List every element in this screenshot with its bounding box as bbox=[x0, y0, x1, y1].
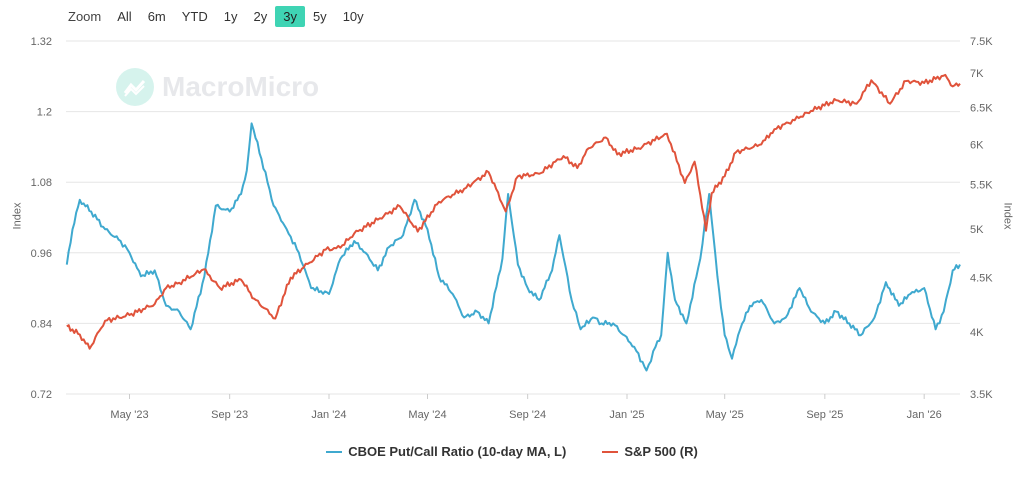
y-right-tick-label: 3.5K bbox=[970, 389, 993, 401]
zoom-label: Zoom bbox=[68, 9, 102, 24]
legend-swatch bbox=[602, 450, 619, 453]
legend-label: S&P 500 (R) bbox=[624, 444, 698, 459]
y-left-tick-label: 1.32 bbox=[31, 36, 52, 48]
x-tick-label: Jan '24 bbox=[311, 409, 346, 421]
legend-item-spx[interactable]: S&P 500 (R) bbox=[602, 444, 698, 459]
range-1y-button[interactable]: 1y bbox=[223, 9, 238, 24]
legend: CBOE Put/Call Ratio (10-day MA, L) S&P 5… bbox=[0, 444, 1024, 459]
range-2y-button[interactable]: 2y bbox=[253, 9, 268, 24]
sp500-line bbox=[66, 73, 961, 350]
legend-label: CBOE Put/Call Ratio (10-day MA, L) bbox=[348, 444, 567, 459]
macromicro-logo-icon bbox=[116, 68, 154, 106]
y-right-tick-label: 7K bbox=[970, 68, 984, 80]
x-tick-label: May '25 bbox=[706, 409, 744, 421]
y-right-tick-label: 4.5K bbox=[970, 273, 993, 285]
range-6m-button[interactable]: 6m bbox=[147, 9, 166, 24]
y-left-tick-label: 1.08 bbox=[31, 177, 52, 189]
watermark-text: MacroMicro bbox=[162, 71, 320, 102]
range-5y-button[interactable]: 5y bbox=[312, 9, 327, 24]
range-selector: Zoom All 6m YTD 1y 2y 3y 5y 10y bbox=[60, 6, 372, 27]
y-left-tick-label: 0.72 bbox=[31, 389, 52, 401]
y-right-tick-label: 7.5K bbox=[970, 36, 993, 48]
x-tick-label: Sep '25 bbox=[806, 409, 843, 421]
y-right-tick-label: 5K bbox=[970, 224, 984, 236]
range-3y-button[interactable]: 3y bbox=[275, 6, 305, 27]
put-call-ratio-line bbox=[65, 122, 961, 372]
legend-swatch bbox=[326, 450, 343, 453]
y-right-tick-label: 6K bbox=[970, 139, 984, 151]
x-tick-label: Sep '23 bbox=[211, 409, 248, 421]
x-tick-label: Jan '25 bbox=[609, 409, 644, 421]
range-ytd-button[interactable]: YTD bbox=[181, 9, 208, 24]
x-tick-label: Sep '24 bbox=[509, 409, 546, 421]
x-tick-label: May '24 bbox=[408, 409, 446, 421]
y-right-tick-label: 4K bbox=[970, 327, 984, 339]
watermark: MacroMicro bbox=[116, 68, 319, 106]
legend-item-put-call[interactable]: CBOE Put/Call Ratio (10-day MA, L) bbox=[326, 444, 566, 459]
x-tick-label: Jan '26 bbox=[907, 409, 942, 421]
y-left-tick-label: 1.2 bbox=[37, 107, 52, 119]
y-left-tick-label: 0.96 bbox=[31, 248, 52, 260]
range-10y-button[interactable]: 10y bbox=[342, 9, 364, 24]
y-right-axis-title: Index bbox=[1001, 202, 1014, 230]
y-left-tick-label: 0.84 bbox=[31, 318, 52, 330]
y-right-tick-label: 6.5K bbox=[970, 102, 993, 114]
y-left-axis-title: Index bbox=[11, 202, 24, 230]
range-all-button[interactable]: All bbox=[117, 9, 132, 24]
x-tick-label: May '23 bbox=[110, 409, 148, 421]
y-right-tick-label: 5.5K bbox=[970, 180, 993, 192]
